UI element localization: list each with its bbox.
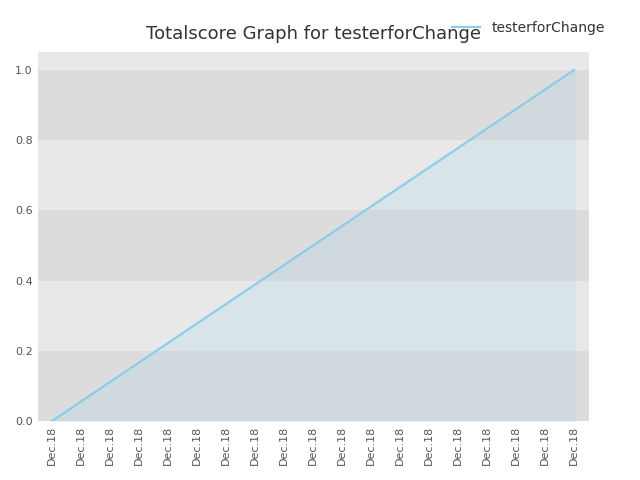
Bar bbox=[38, 52, 589, 70]
testerforChange bbox=[512, 106, 520, 112]
Legend: testerforChange: testerforChange bbox=[447, 15, 610, 40]
testerforChange bbox=[222, 301, 230, 307]
testerforChange bbox=[309, 242, 317, 248]
testerforChange bbox=[339, 223, 346, 229]
testerforChange bbox=[193, 321, 201, 326]
testerforChange bbox=[280, 262, 288, 268]
testerforChange bbox=[483, 126, 491, 132]
Line: testerforChange: testerforChange bbox=[52, 70, 574, 421]
Bar bbox=[38, 210, 589, 280]
testerforChange bbox=[48, 418, 56, 424]
testerforChange bbox=[106, 379, 114, 385]
testerforChange bbox=[396, 184, 404, 190]
testerforChange bbox=[135, 360, 143, 365]
testerforChange bbox=[425, 165, 433, 170]
testerforChange bbox=[252, 282, 259, 288]
Bar bbox=[38, 70, 589, 140]
Bar bbox=[38, 351, 589, 421]
Bar bbox=[38, 140, 589, 210]
testerforChange bbox=[77, 398, 85, 404]
testerforChange bbox=[367, 204, 375, 209]
Title: Totalscore Graph for testerforChange: Totalscore Graph for testerforChange bbox=[146, 24, 481, 43]
Bar bbox=[38, 280, 589, 351]
testerforChange bbox=[454, 145, 462, 151]
testerforChange bbox=[570, 67, 578, 73]
testerforChange bbox=[164, 340, 172, 346]
testerforChange bbox=[541, 86, 549, 92]
